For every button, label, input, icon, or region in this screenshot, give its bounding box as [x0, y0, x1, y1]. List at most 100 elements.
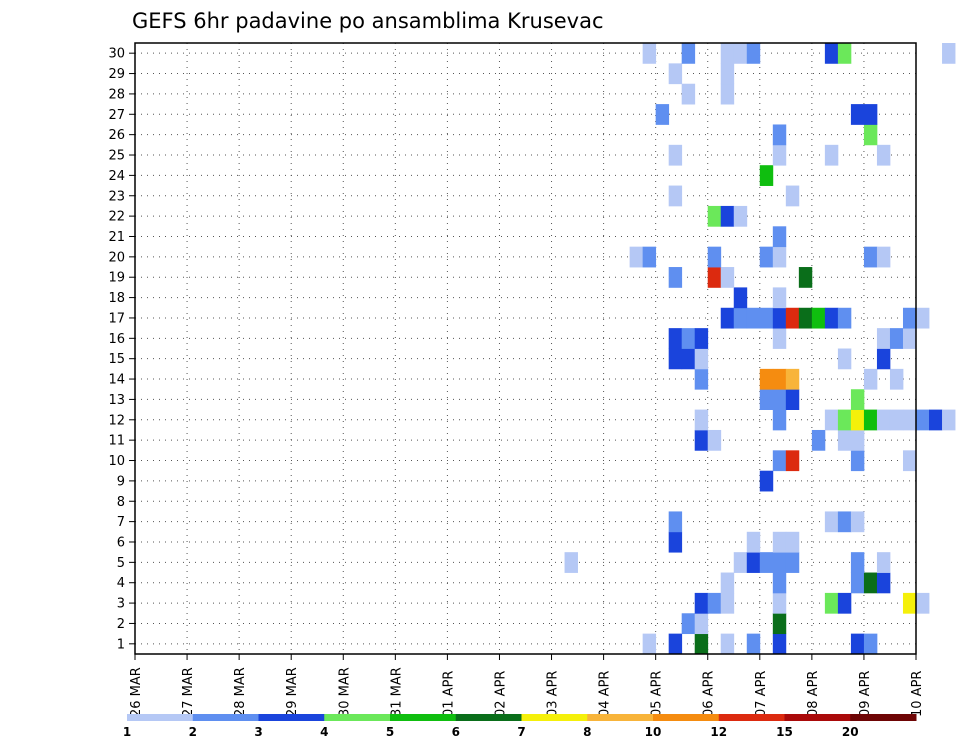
- heatmap-cell: [668, 633, 683, 655]
- x-tick-label: 05 APR: [650, 671, 665, 717]
- y-tick-label: 17: [108, 311, 125, 326]
- heatmap-cell: [681, 348, 696, 370]
- heatmap-cell: [564, 552, 578, 573]
- x-tick-label: 08 APR: [806, 671, 821, 717]
- heatmap-cell: [746, 307, 761, 329]
- heatmap-cell: [733, 307, 748, 329]
- heatmap-cell: [785, 552, 800, 573]
- heatmap-cell: [863, 368, 878, 390]
- x-tick-label: 31 MAR: [389, 667, 404, 717]
- y-tick-label: 1: [117, 637, 125, 652]
- heatmap-cell: [837, 348, 852, 370]
- y-tick-label: 25: [108, 149, 125, 164]
- x-tick-label: 30 MAR: [337, 667, 352, 717]
- heatmap-cell: [785, 368, 800, 390]
- heatmap-cell: [720, 592, 735, 614]
- heatmap-cell: [902, 592, 917, 614]
- heatmap-cell: [759, 470, 774, 492]
- heatmap-cell: [863, 409, 878, 431]
- heatmap-cell: [876, 328, 891, 349]
- heatmap-cell: [902, 409, 917, 431]
- heatmap-cell: [863, 246, 878, 268]
- heatmap-cell: [707, 267, 722, 288]
- heatmap-cell: [694, 368, 709, 390]
- y-tick-label: 7: [117, 515, 125, 530]
- heatmap-cell: [668, 63, 683, 85]
- x-tick-label: 10 APR: [910, 671, 925, 717]
- heatmap-cell: [876, 246, 891, 268]
- legend-label: 12: [710, 725, 727, 739]
- legend-label: 2: [189, 725, 197, 739]
- heatmap-cell: [785, 531, 800, 553]
- chart-title: GEFS 6hr padavine po ansamblima Krusevac: [132, 9, 604, 33]
- y-tick-label: 30: [108, 47, 125, 62]
- y-tick-label: 29: [108, 67, 125, 82]
- y-tick-label: 14: [108, 373, 125, 388]
- legend-swatch: [850, 714, 917, 721]
- x-tick-label: 29 MAR: [285, 667, 300, 717]
- y-tick-label: 6: [117, 535, 125, 550]
- heatmap-cell: [772, 389, 787, 410]
- heatmap-cell: [772, 124, 787, 146]
- x-tick-label: 02 APR: [493, 671, 508, 717]
- heatmap-cell: [694, 613, 709, 635]
- heatmap-cell: [694, 328, 709, 349]
- heatmap-cell: [785, 185, 800, 207]
- heatmap-cell: [824, 511, 839, 533]
- y-tick-label: 12: [108, 413, 125, 428]
- legend-label: 15: [776, 725, 793, 739]
- legend-label: 20: [842, 725, 859, 739]
- heatmap-cell: [707, 592, 722, 614]
- y-tick-label: 16: [108, 332, 125, 347]
- y-tick-label: 28: [108, 87, 125, 102]
- heatmap-cell: [798, 307, 813, 329]
- heatmap-cell: [785, 389, 800, 410]
- heatmap-cell: [850, 511, 865, 533]
- heatmap-cell: [668, 267, 683, 288]
- x-tick-label: 06 APR: [702, 671, 717, 717]
- heatmap-cell: [655, 104, 670, 125]
- x-tick-label: 26 MAR: [129, 667, 144, 717]
- heatmap-cell: [720, 205, 735, 227]
- heatmap-cell: [772, 226, 787, 248]
- heatmap-cell: [694, 348, 709, 370]
- heatmap-cell: [746, 633, 761, 655]
- heatmap-cell: [720, 43, 735, 64]
- heatmap-cell: [746, 552, 761, 573]
- y-tick-label: 19: [108, 271, 125, 286]
- heatmap-cell: [772, 368, 787, 390]
- heatmap-cell: [772, 409, 787, 431]
- heatmap-cell: [850, 389, 865, 410]
- heatmap-cell: [824, 43, 839, 64]
- heatmap-cell: [785, 450, 800, 472]
- heatmap-cell: [668, 511, 683, 533]
- legend-swatch: [455, 714, 522, 721]
- heatmap-cell: [681, 43, 696, 64]
- heatmap-cell: [837, 511, 852, 533]
- heatmap-cell: [772, 246, 787, 268]
- heatmap-cell: [876, 348, 891, 370]
- heatmap-cell: [629, 246, 644, 268]
- heatmap-cell: [837, 429, 852, 451]
- y-tick-label: 4: [117, 576, 125, 591]
- heatmap-cell: [668, 348, 683, 370]
- x-axis: 26 MAR 27 MAR 28 MAR 29 MAR 30 MAR 31 MAR 01 A…: [129, 654, 925, 717]
- heatmap-cell: [772, 450, 787, 472]
- x-tick-label: 01 APR: [441, 671, 456, 717]
- y-tick-label: 2: [117, 617, 125, 632]
- heatmap-cell: [772, 633, 787, 655]
- legend-swatch: [653, 714, 720, 721]
- heatmap-cell: [863, 104, 878, 125]
- heatmap-cell: [772, 552, 787, 573]
- legend-swatch: [718, 714, 785, 721]
- heatmap-cell: [876, 409, 891, 431]
- heatmap-cell: [850, 633, 865, 655]
- y-tick-label: 5: [117, 556, 125, 571]
- heatmap-cell: [850, 409, 865, 431]
- y-tick-label: 9: [117, 474, 125, 489]
- heatmap-cell: [902, 328, 917, 349]
- legend-swatch: [521, 714, 588, 721]
- y-tick-label: 26: [108, 128, 125, 143]
- heatmap-cell: [772, 592, 787, 614]
- y-tick-label: 10: [108, 454, 125, 469]
